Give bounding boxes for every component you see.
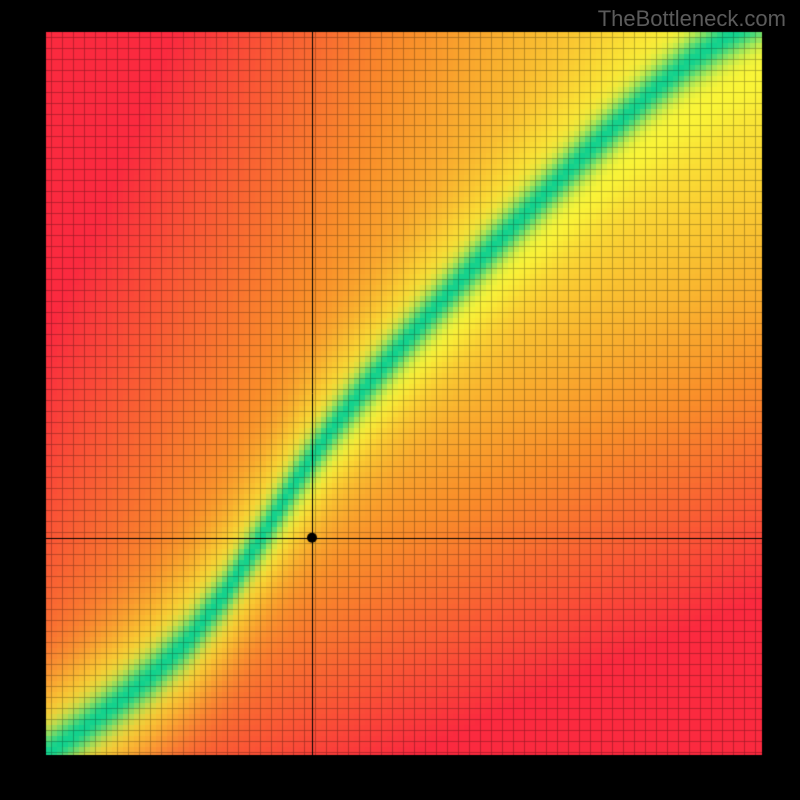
bottleneck-heatmap (0, 0, 800, 800)
watermark-text: TheBottleneck.com (598, 6, 786, 32)
